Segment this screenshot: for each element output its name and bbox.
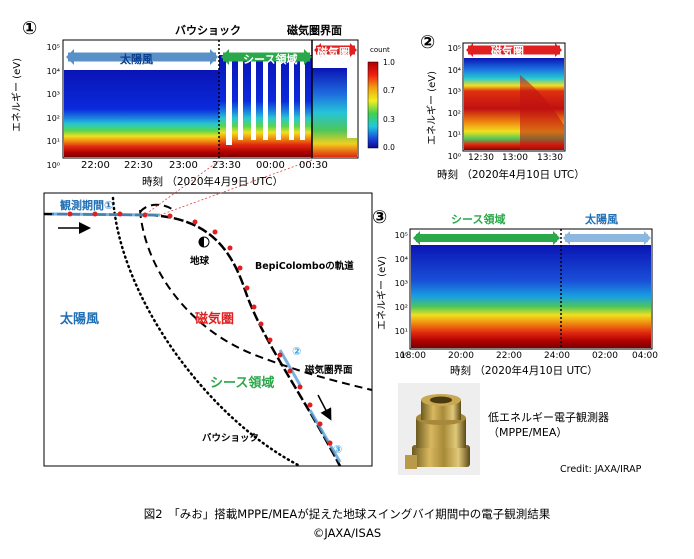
orbit-trajectory-label: BepiColomboの軌道 (255, 261, 354, 272)
xtick: 23:30 (212, 160, 241, 171)
figure-caption: 図2 「みお」搭載MPPE/MEAが捉えた地球スイングバイ期間中の電子観測結果 (143, 507, 551, 521)
panel2-yticks: 10⁵ 10⁴ 10³ 10² 10¹ 10⁰ (441, 38, 461, 167)
ytick: 10⁵ (46, 43, 60, 52)
orbit-magnetopause-label: 磁気圏界面 (305, 365, 353, 376)
ytick: 10⁴ (46, 66, 60, 76)
ytick: 10² (447, 108, 461, 118)
xtick: 22:00 (496, 351, 522, 361)
ytick: 10³ (394, 279, 408, 288)
colorbar-tick: 0.0 (383, 143, 395, 152)
ytick: 10¹ (394, 327, 408, 336)
panel3-number: ③ (372, 207, 388, 228)
device-line2: （MPPE/MEA） (488, 426, 568, 439)
panel3-ylabel: エネルギー (eV) (377, 256, 388, 330)
colorbar-tick: 1.0 (383, 58, 395, 67)
xtick: 00:00 (256, 160, 285, 171)
panel3-region-solar-wind: 太陽風 (585, 213, 618, 226)
ytick: 10² (394, 303, 408, 312)
ytick: 10² (46, 113, 60, 123)
orbit-earth-label: 地球 (190, 256, 210, 267)
orbit-bowshock-label: バウショック (202, 433, 260, 444)
panel1-ylabel: エネルギー (eV) (12, 58, 23, 132)
panel1-number: ① (22, 18, 38, 39)
figure-copyright: ©JAXA/ISAS (312, 526, 382, 540)
panel2-ylabel: エネルギー (eV) (427, 71, 438, 145)
xtick: 20:00 (448, 351, 474, 361)
ytick: 10⁰ (46, 160, 60, 170)
xtick: 22:00 (81, 160, 110, 171)
ytick: 10¹ (46, 137, 60, 146)
ytick: 10¹ (447, 130, 461, 139)
panel2-region: 磁気圏 (491, 45, 524, 58)
xtick: 24:00 (544, 351, 570, 361)
panel1-region-sheath: シース領域 (243, 53, 298, 66)
colorbar-tick: 0.3 (383, 115, 395, 124)
ytick: 10³ (447, 87, 461, 96)
device-name: 低エネルギー電子観測器 （MPPE/MEA） (488, 410, 609, 440)
xtick: 22:30 (124, 160, 153, 171)
panel2-number: ② (420, 32, 436, 53)
orbit-diagram (43, 192, 373, 468)
xtick: 18:00 (400, 351, 426, 361)
orbit-magnetosphere-label: 磁気圏 (195, 312, 235, 327)
xtick: 13:30 (537, 153, 563, 163)
orbit-sheath-label: シース領域 (210, 376, 275, 391)
panel1-region-magnetosphere: 磁気圏 (317, 46, 350, 59)
ytick: 10⁰ (394, 351, 408, 360)
device-credit: Credit: JAXA/IRAP (560, 464, 642, 475)
orbit-obs2-label: ② (292, 345, 302, 358)
ytick: 10⁴ (394, 255, 408, 264)
panel3-spectrogram (409, 228, 653, 350)
panel3-region-sheath: シース領域 (451, 213, 506, 226)
panel1-spectrogram (62, 39, 379, 159)
ytick: 10⁴ (447, 65, 461, 75)
xtick: 12:30 (468, 153, 494, 163)
orbit-obs3-label: ③ (333, 443, 343, 456)
ytick: 10⁰ (447, 151, 461, 161)
panel1-region-solar-wind: 太陽風 (120, 53, 153, 66)
colorbar-tick: 0.7 (383, 86, 395, 95)
device-line1: 低エネルギー電子観測器 (488, 411, 609, 424)
ytick: 10³ (46, 90, 60, 99)
mea-instrument-photo (398, 383, 480, 475)
panel1-yticks: 10⁵ 10⁴ 10³ 10² 10¹ 10⁰ (40, 36, 60, 177)
colorbar-title: count (370, 46, 390, 54)
orbit-solar-wind-label: 太陽風 (60, 312, 100, 327)
ytick: 10⁵ (447, 44, 461, 53)
xtick: 00:30 (299, 160, 328, 171)
xtick: 02:00 (592, 351, 618, 361)
panel2-xlabel: 時刻 （2020年4月10日 UTC） (437, 169, 585, 181)
xtick: 13:00 (502, 153, 528, 163)
panel3-xlabel: 時刻 （2020年4月10日 UTC） (450, 365, 598, 377)
panel1-bowshock-label: バウショック (175, 24, 241, 37)
panel2-spectrogram (462, 42, 566, 152)
panel1-magnetopause-label: 磁気圏界面 (287, 24, 342, 37)
panel3-yticks: 10⁵ 10⁴ 10³ 10² 10¹ 10⁰ (388, 224, 408, 368)
ytick: 10⁵ (394, 231, 408, 240)
panel1-colorbar (367, 61, 379, 149)
orbit-obs1-label: 観測期間① (60, 199, 114, 212)
xtick: 23:00 (169, 160, 198, 171)
xtick: 04:00 (632, 351, 658, 361)
panel1-xlabel: 時刻 （2020年4月9日 UTC） (142, 176, 284, 188)
